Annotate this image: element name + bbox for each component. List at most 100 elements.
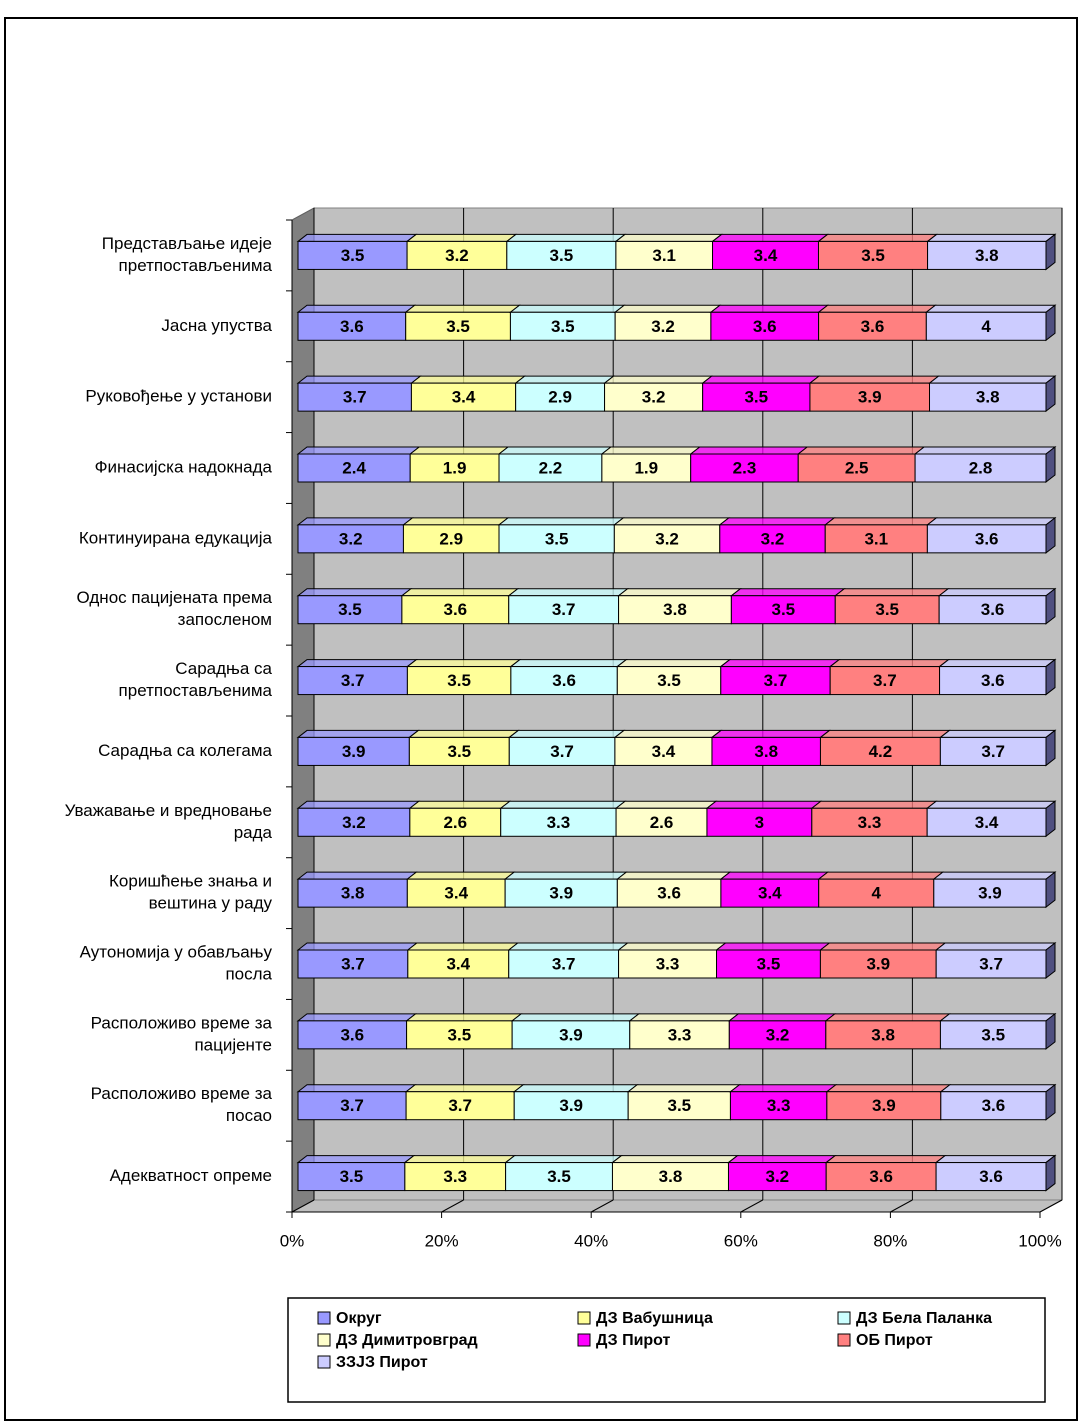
bar-top [505,233,627,242]
bar [702,382,811,412]
value-label: 3.3 [656,954,680,973]
bar [297,1162,406,1192]
bar-top [615,659,732,668]
bar-top [828,659,951,668]
bar [825,1020,941,1050]
x-tick-label: 100% [1018,1231,1061,1250]
bar [508,949,620,979]
y-tick-label: пацијенте [194,1035,272,1054]
bar-top [612,517,731,526]
bar-top [824,1013,951,1022]
value-label: 3.4 [446,954,470,973]
bar [690,453,799,483]
legend-label: ДЗ Бела Паланка [856,1310,992,1327]
bar-top [823,517,938,526]
y-tick-label: претпостављенима [119,256,273,275]
value-label: 3.7 [552,954,576,973]
bar-top [510,1013,641,1022]
value-label: 4 [981,317,991,336]
value-label: 3.2 [642,388,666,407]
bar-top [715,942,831,951]
value-label: 3.9 [342,742,366,761]
bar [719,524,826,554]
bar-top [709,304,830,313]
bar-top [296,871,418,880]
bar-top [503,871,628,880]
floor-grid-line [441,1199,464,1213]
bar [927,240,1047,270]
value-label: 3.7 [448,1096,472,1115]
value-label: 2.5 [845,458,869,477]
bar [720,666,831,696]
value-label: 1.9 [443,458,467,477]
value-label: 3.2 [445,246,469,265]
value-label: 2.9 [439,529,463,548]
value-label: 3.4 [652,742,676,761]
bar [508,736,616,766]
bar-end [1045,729,1056,767]
bar-top [626,1084,741,1093]
bar-top [613,729,723,738]
bar-top [499,800,627,809]
legend-label: ОБ Пирот [856,1332,933,1349]
value-label: 3.5 [447,671,471,690]
bar-top [932,871,1057,880]
legend-swatch [317,1333,331,1347]
bar [405,311,511,341]
value-label: 3.8 [871,1025,895,1044]
side-wall [291,207,315,1213]
value-label: 3.3 [858,813,882,832]
bar-top [405,871,516,880]
bar-top [727,1155,837,1164]
legend-label: Округ [336,1310,382,1327]
bar [935,949,1047,979]
legend-swatch [317,1355,331,1369]
value-label: 2.4 [342,458,366,477]
bar-top [925,800,1057,809]
bar [409,807,502,837]
value-label: 3.6 [861,317,885,336]
value-label: 3.7 [550,742,574,761]
bar-top [296,304,417,313]
value-label: 3.2 [342,813,366,832]
bar-top [934,1155,1057,1164]
value-label: 3.5 [771,600,795,619]
bar-top [400,588,520,597]
floor-grid-line [890,1199,913,1213]
value-label: 3.8 [663,600,687,619]
bar-top [406,942,520,951]
bar-end [1045,445,1056,484]
value-label: 3.6 [975,529,999,548]
bar [409,453,500,483]
value-label: 3.6 [340,1025,364,1044]
value-label: 3.5 [547,1167,571,1186]
legend-swatch [577,1311,591,1325]
bar-top [408,800,512,809]
bar [797,453,916,483]
bar-top [614,233,723,242]
value-label: 3.4 [758,884,782,903]
value-label: 3.8 [975,246,999,265]
y-tick-label: Расположиво време за [91,1084,273,1103]
bar-top [296,942,419,951]
bar-top [401,517,510,526]
bar-top [711,233,829,242]
bar-top [729,588,846,597]
bar-top [403,1155,517,1164]
y-tick-label: Сарадња са [175,659,272,678]
value-label: 3.6 [981,600,1005,619]
bar-top [705,800,823,809]
value-label: 3.5 [667,1096,691,1115]
value-label: 3 [755,813,764,832]
bar [515,382,606,412]
bar-top [727,1013,837,1022]
bar-end [1045,871,1056,909]
bar-top [913,446,1057,455]
bar-top [939,1084,1057,1093]
value-label: 3.4 [754,246,778,265]
y-tick-label: Сарадња са колегама [98,741,272,760]
value-label: 2.8 [969,458,993,477]
value-label: 3.9 [559,1096,583,1115]
bar-top [296,375,422,384]
x-tick-label: 80% [873,1231,907,1250]
